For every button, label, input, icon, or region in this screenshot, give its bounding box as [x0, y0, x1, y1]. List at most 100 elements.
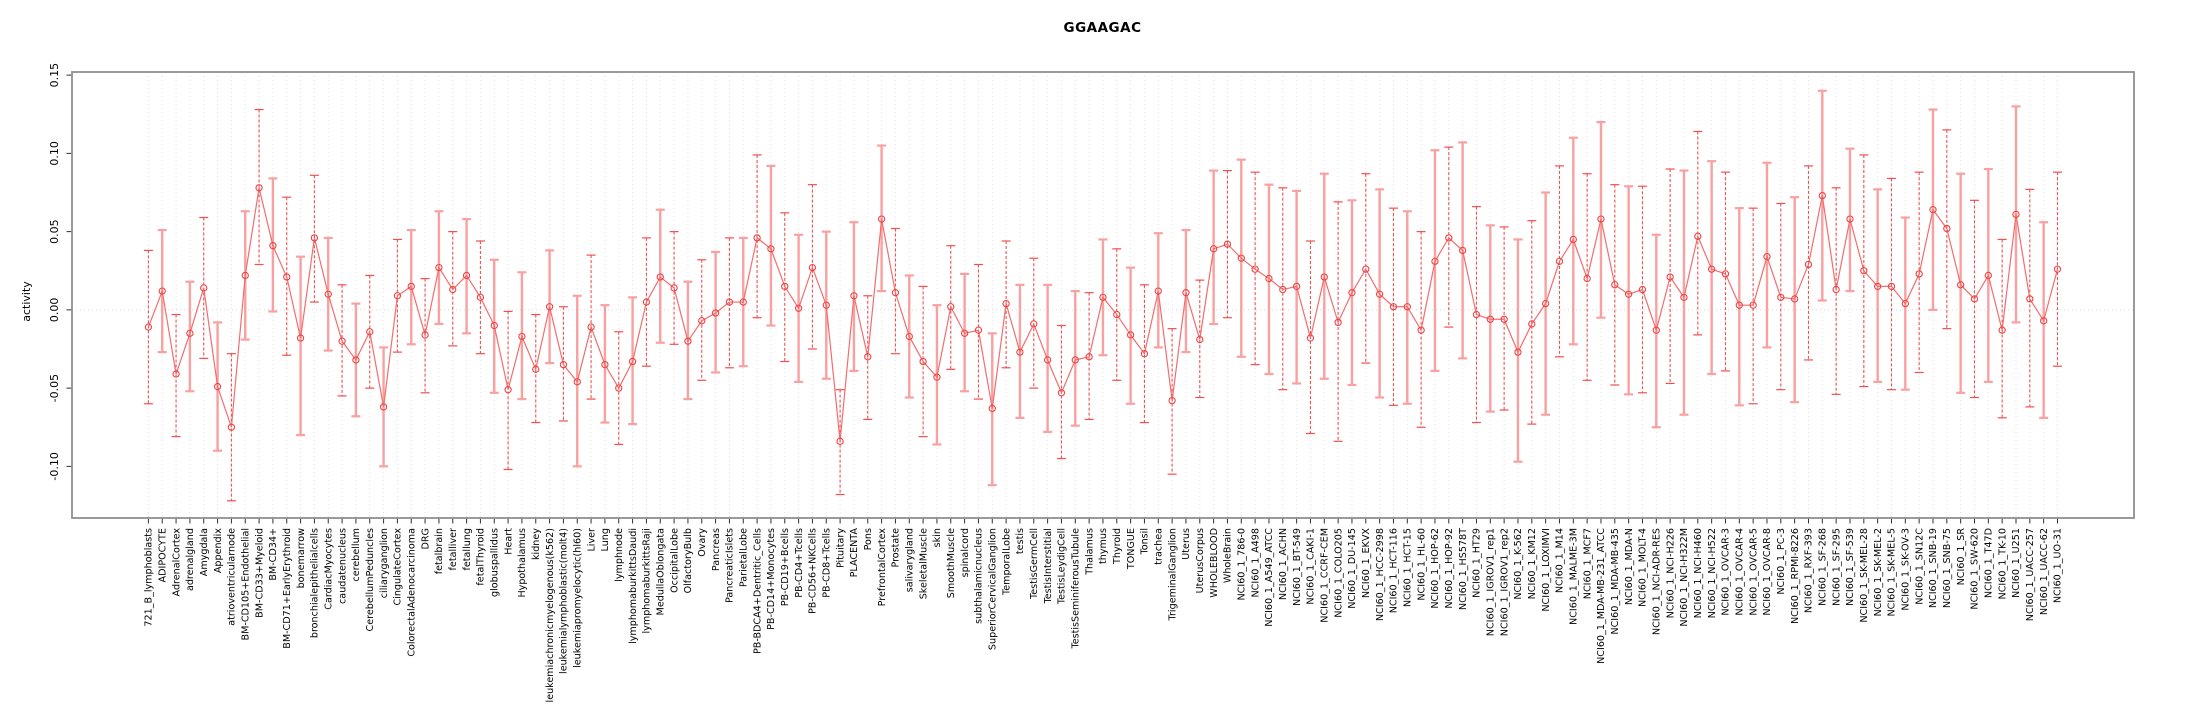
x-tick-label: salivarygland	[904, 528, 915, 592]
x-tick-label: NCI60_1_M14	[1555, 528, 1566, 593]
data-point	[1528, 320, 1536, 328]
x-tick-label: ADIPOCYTE	[157, 528, 168, 582]
x-tick-label: PB-CD19+Bcells	[780, 528, 791, 606]
data-point	[947, 303, 955, 311]
data-point	[988, 404, 996, 413]
x-tick-label: NCI60_1_IGROV1_rep2	[1499, 528, 1510, 636]
data-point	[2012, 210, 2020, 219]
x-tick-label: NCI60_1_T47D	[1984, 528, 1995, 598]
data-point	[435, 263, 443, 272]
data-point	[1113, 310, 1121, 319]
data-point	[421, 331, 429, 339]
data-point	[1030, 320, 1038, 328]
x-tick-label: fetalbrain	[434, 528, 445, 574]
x-tick-label: PB-CD56+NKCells	[808, 528, 819, 614]
data-point	[933, 373, 941, 381]
data-point	[753, 234, 761, 242]
x-tick-label: PLACENTA	[849, 528, 860, 578]
x-tick-label: Prostate	[891, 528, 902, 568]
data-point	[1901, 299, 1909, 308]
data-point	[1403, 303, 1411, 311]
x-tick-label: leukemialymphoblastic(molt4)	[559, 528, 570, 674]
data-point	[1638, 285, 1647, 294]
x-tick-label: NCI60_1_SF-539	[1845, 528, 1856, 606]
data-point	[808, 263, 817, 272]
data-point	[1154, 287, 1162, 295]
x-tick-label: NCI60_1_ACHN	[1278, 528, 1289, 600]
data-point	[227, 423, 236, 431]
x-tick-label: fetallung	[462, 528, 473, 571]
data-point	[1472, 310, 1481, 319]
x-tick-label: Pons	[863, 528, 874, 550]
data-point	[1209, 245, 1218, 253]
x-tick-label: NCI60_1_TK-10	[1997, 528, 2008, 599]
data-point	[532, 365, 540, 373]
x-tick-label: NCI60_1_NCI-H522	[1707, 528, 1718, 618]
data-point	[1555, 257, 1564, 266]
x-tick-label: ColorectalAdenocarcinoma	[406, 528, 417, 657]
y-tick-label: -0.10	[48, 452, 61, 480]
x-tick-label: NCI60_1_A549_ATCC	[1264, 528, 1275, 627]
x-tick-label: NCI60_1_NCI-H322M	[1679, 528, 1690, 627]
x-tick-label: fetalliver	[448, 528, 459, 570]
data-point	[186, 329, 194, 337]
data-point	[310, 234, 319, 242]
data-point	[767, 245, 775, 253]
data-point	[269, 242, 277, 250]
x-tick-label: Thalamus	[1084, 528, 1095, 576]
x-tick-label: NCI60_1_HCC-2998	[1375, 528, 1386, 621]
data-point	[1292, 282, 1301, 291]
x-tick-label: NCI60_1_SF-268	[1818, 528, 1829, 606]
x-tick-label: NCI60_1_HOP-92	[1444, 528, 1455, 609]
data-point	[628, 357, 637, 366]
data-point	[1707, 265, 1716, 273]
data-point	[1168, 396, 1176, 405]
data-point	[1126, 331, 1135, 339]
data-point	[366, 328, 374, 336]
data-point	[1694, 232, 1702, 240]
data-point	[1182, 289, 1190, 297]
x-tick-label: DRG	[420, 528, 431, 550]
data-point	[587, 323, 595, 331]
y-tick-label: 0.15	[48, 63, 61, 88]
data-point	[1929, 206, 1937, 214]
x-tick-label: lymphomaburkittsRaji	[642, 528, 653, 633]
data-point	[1057, 389, 1066, 397]
data-point	[1500, 315, 1508, 323]
y-tick-label: 0.10	[48, 141, 61, 166]
x-tick-label: TestisLeydigCell	[1057, 528, 1068, 605]
x-tick-label: WholeBrain	[1223, 528, 1234, 583]
x-tick-label: NCI60_1_OVCAR-3	[1721, 528, 1732, 616]
x-tick-label: lymphnode	[614, 528, 625, 582]
x-tick-label: NCI60_1_MDA-N	[1624, 528, 1635, 605]
x-tick-label: OccipitalLobe	[669, 528, 680, 593]
data-point	[1984, 271, 1992, 280]
data-point	[877, 215, 886, 223]
x-tick-label: trachea	[1153, 528, 1164, 565]
data-point	[905, 332, 913, 341]
data-point	[1071, 356, 1079, 364]
x-tick-label: PB-CD4+Tcells	[794, 528, 805, 598]
x-tick-label: BM-CD71+EarlyErythroid	[282, 528, 293, 649]
data-point	[1265, 274, 1273, 283]
y-axis-label: activity	[19, 281, 33, 322]
x-tick-label: spinalcord	[960, 528, 971, 577]
data-point	[1458, 246, 1467, 255]
data-point	[781, 282, 789, 291]
x-tick-label: ciliaryganglion	[379, 528, 390, 598]
data-point	[172, 370, 180, 378]
data-point	[2040, 317, 2048, 325]
data-point	[1790, 295, 1799, 303]
data-point	[1818, 191, 1826, 200]
data-point	[1445, 234, 1453, 242]
x-tick-label: NCI60_1_A498	[1250, 528, 1261, 598]
data-point	[1777, 293, 1785, 301]
data-point	[1514, 348, 1522, 356]
x-tick-label: PrefrontalCortex	[877, 528, 888, 607]
data-point	[1915, 270, 1923, 278]
data-point	[615, 384, 623, 392]
x-tick-label: NCI60_1_HL-60	[1416, 528, 1427, 601]
x-tick-label: Pancreas	[711, 528, 722, 571]
data-point	[504, 386, 512, 394]
